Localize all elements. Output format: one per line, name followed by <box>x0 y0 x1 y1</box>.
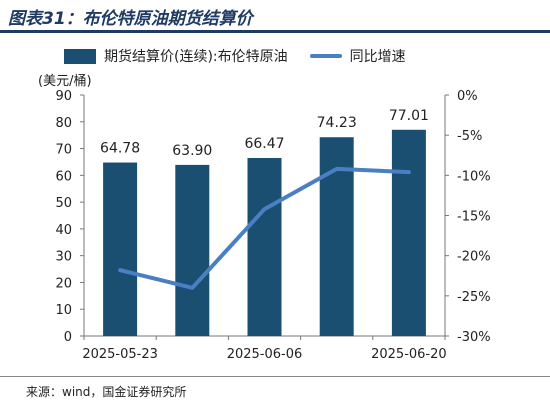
x-tick-label: 2025-06-20 <box>371 347 447 362</box>
legend-bar-label: 期货结算价(连续):布伦特原油 <box>104 49 288 65</box>
y2-tick-label: -10% <box>457 169 491 184</box>
bar-data-label: 77.01 <box>389 108 429 124</box>
chart-plot: 0 10 20 30 40 50 60 70 80 90 0% -5% -10% -15% -20% -25%… <box>55 89 491 362</box>
footer-divider <box>0 376 550 377</box>
y2-tick-label: -15% <box>457 210 491 225</box>
bar <box>103 162 138 336</box>
y-tick-label: 10 <box>55 303 72 318</box>
y-tick-label: 30 <box>55 250 72 265</box>
y2-tick-label: -25% <box>457 290 491 305</box>
legend-item-line: 同比增速 <box>309 46 406 66</box>
y-axis-unit-label: (美元/桶) <box>38 74 92 89</box>
y-tick-label: 0 <box>64 330 72 345</box>
y-tick-label: 60 <box>55 169 72 184</box>
legend-line-label: 同比增速 <box>349 49 406 65</box>
y2-tick-label: -5% <box>457 129 482 144</box>
chart-legend: 期货结算价(连续):布伦特原油 同比增速 <box>64 46 428 66</box>
y2-tick-label: -30% <box>457 330 491 345</box>
bar-data-label: 64.78 <box>100 141 140 157</box>
y-tick-label: 90 <box>55 89 72 104</box>
x-tick-label: 2025-05-23 <box>82 347 158 362</box>
yoy-growth-point <box>263 207 266 211</box>
bar <box>391 129 426 336</box>
bar-data-label: 63.90 <box>172 143 212 159</box>
y-tick-label: 40 <box>55 223 72 238</box>
y2-tick-label: -20% <box>457 250 491 265</box>
source-note: 来源：wind，国金证券研究所 <box>26 385 187 399</box>
bar <box>247 158 282 336</box>
legend-line-swatch <box>309 54 342 58</box>
y-tick-label: 50 <box>55 196 72 211</box>
bar <box>175 164 210 336</box>
y-tick-label: 70 <box>55 143 72 158</box>
yoy-growth-point <box>190 286 194 290</box>
yoy-growth-point <box>335 167 339 171</box>
legend-bar-swatch <box>64 48 96 64</box>
y-tick-label: 80 <box>55 116 72 131</box>
bar-data-label: 66.47 <box>244 136 284 152</box>
y-tick-label: 20 <box>55 276 72 291</box>
title-divider <box>0 30 550 33</box>
legend-item-bar: 期货结算价(连续):布伦特原油 <box>64 46 288 66</box>
x-tick-label: 2025-06-06 <box>227 347 303 362</box>
yoy-growth-point <box>118 268 122 272</box>
chart-title: 图表31：布伦特原油期货结算价 <box>8 9 253 29</box>
bar-data-label: 74.23 <box>317 115 357 131</box>
y2-tick-label: 0% <box>457 89 478 104</box>
yoy-growth-point <box>407 170 411 174</box>
